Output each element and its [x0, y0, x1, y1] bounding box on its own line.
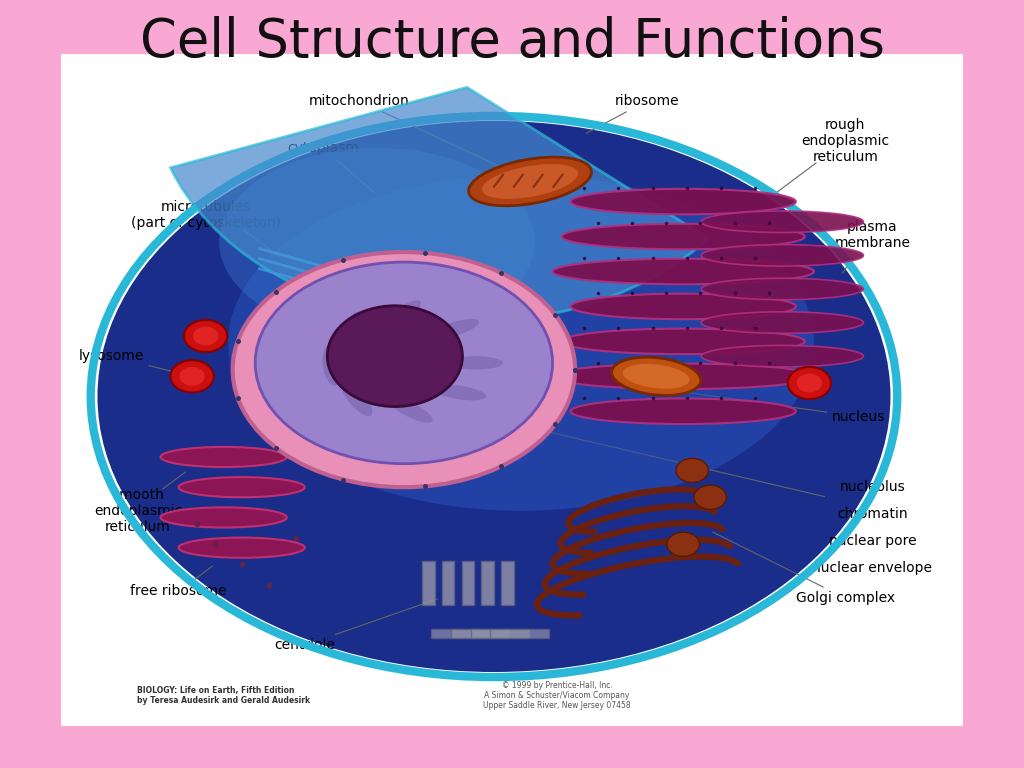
- Ellipse shape: [469, 157, 592, 206]
- Text: nucleolus: nucleolus: [840, 480, 905, 494]
- Text: Golgi complex: Golgi complex: [713, 532, 895, 605]
- Ellipse shape: [553, 363, 814, 389]
- Ellipse shape: [383, 300, 421, 332]
- Ellipse shape: [178, 538, 305, 558]
- Text: BIOLOGY: Life on Earth, Fifth Edition
by Teresa Audesirk and Gerald Audesirk: BIOLOGY: Life on Earth, Fifth Edition by…: [137, 686, 310, 705]
- Text: Cell Structure and Functions: Cell Structure and Functions: [139, 16, 885, 68]
- Ellipse shape: [341, 381, 373, 416]
- Ellipse shape: [339, 312, 362, 350]
- Ellipse shape: [570, 189, 796, 214]
- Bar: [422, 561, 434, 605]
- Circle shape: [797, 374, 822, 392]
- Ellipse shape: [97, 121, 891, 672]
- Text: chromatin: chromatin: [838, 507, 907, 521]
- Text: nucleus: nucleus: [623, 383, 886, 424]
- Ellipse shape: [623, 364, 689, 389]
- Ellipse shape: [323, 346, 341, 386]
- Ellipse shape: [482, 164, 579, 199]
- Ellipse shape: [228, 175, 814, 511]
- Ellipse shape: [701, 211, 863, 233]
- Ellipse shape: [388, 397, 433, 422]
- Circle shape: [667, 532, 699, 556]
- Ellipse shape: [701, 312, 863, 333]
- Text: rough
endoplasmic
reticulum: rough endoplasmic reticulum: [802, 118, 890, 164]
- Circle shape: [787, 367, 831, 399]
- Text: cytoplasm: cytoplasm: [287, 141, 375, 193]
- Bar: [471, 629, 529, 638]
- Ellipse shape: [232, 252, 575, 487]
- Bar: [490, 629, 549, 638]
- Circle shape: [184, 320, 227, 352]
- Bar: [441, 561, 455, 605]
- Text: centriole: centriole: [274, 599, 437, 652]
- Bar: [431, 629, 489, 638]
- Text: © 1999 by Prentice-Hall, Inc.
A Simon & Schuster/Viacom Company
Upper Saddle Riv: © 1999 by Prentice-Hall, Inc. A Simon & …: [483, 680, 631, 710]
- Ellipse shape: [161, 508, 287, 528]
- Ellipse shape: [161, 447, 287, 467]
- Text: microtubules
(part of cytoskeleton): microtubules (part of cytoskeleton): [130, 200, 281, 230]
- Ellipse shape: [561, 223, 805, 250]
- Ellipse shape: [701, 245, 863, 266]
- Ellipse shape: [178, 477, 305, 498]
- Ellipse shape: [449, 356, 503, 369]
- Bar: [501, 561, 514, 605]
- Ellipse shape: [570, 399, 796, 424]
- Circle shape: [694, 485, 726, 509]
- Ellipse shape: [553, 259, 814, 284]
- Text: mitochondrion: mitochondrion: [308, 94, 501, 167]
- Text: free ribosome: free ribosome: [130, 566, 227, 598]
- Text: nuclear pore: nuclear pore: [828, 534, 916, 548]
- Bar: [462, 561, 474, 605]
- Wedge shape: [171, 88, 709, 323]
- Circle shape: [676, 458, 709, 482]
- Ellipse shape: [219, 147, 535, 336]
- Bar: [481, 561, 494, 605]
- Ellipse shape: [255, 262, 553, 464]
- Bar: [451, 629, 509, 638]
- Ellipse shape: [611, 357, 700, 396]
- Ellipse shape: [701, 346, 863, 367]
- Text: smooth
endoplasmic
reticulum: smooth endoplasmic reticulum: [94, 488, 182, 534]
- Text: nuclear envelope: nuclear envelope: [812, 561, 933, 574]
- Circle shape: [170, 360, 214, 392]
- Ellipse shape: [701, 278, 863, 300]
- Ellipse shape: [429, 319, 479, 339]
- Ellipse shape: [433, 385, 486, 400]
- Text: ribosome: ribosome: [587, 94, 680, 133]
- Text: lysosome: lysosome: [78, 349, 189, 376]
- Circle shape: [179, 367, 205, 386]
- Bar: [61, 54, 963, 726]
- Circle shape: [193, 326, 218, 346]
- Ellipse shape: [570, 293, 796, 319]
- Ellipse shape: [561, 329, 805, 354]
- Circle shape: [328, 306, 463, 406]
- Text: plasma
membrane: plasma membrane: [835, 220, 910, 250]
